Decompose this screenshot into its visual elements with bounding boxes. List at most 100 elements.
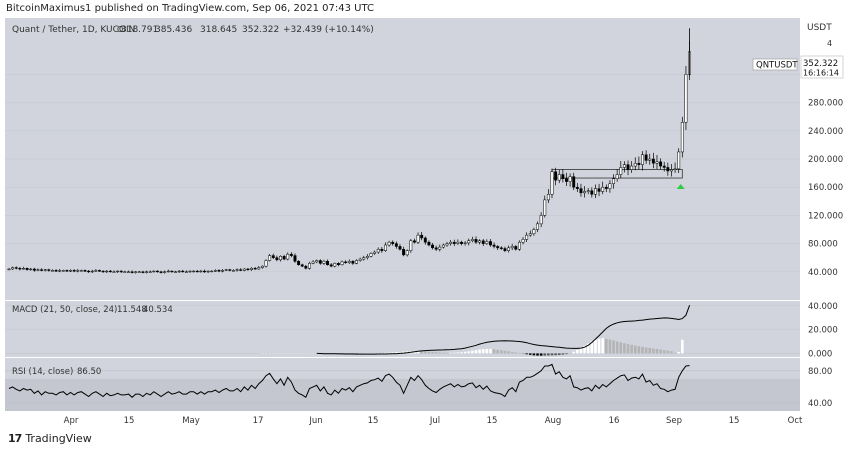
candle-body — [503, 248, 507, 251]
macd-panel-background — [5, 301, 800, 357]
candle-body — [297, 260, 301, 266]
macd-histogram-bar — [474, 350, 478, 354]
price-tick-label: 280.000 — [808, 99, 843, 109]
candle-body — [275, 257, 279, 261]
macd-histogram-bar — [456, 352, 460, 354]
footer-brand-label: TradingView — [25, 432, 92, 445]
x-tick-label: 15 — [368, 416, 379, 426]
axis-top-tick: 4 — [827, 39, 832, 48]
price-tick-label: 240.000 — [808, 127, 843, 137]
candle-body — [217, 270, 221, 272]
candle-body — [470, 239, 474, 242]
candle-body — [387, 241, 391, 246]
candle-body — [376, 248, 380, 253]
candle-body — [423, 237, 427, 243]
macd-histogram-bar — [565, 353, 568, 355]
footer-brand[interactable]: 17 TradingView — [8, 432, 92, 445]
trading-chart[interactable]: Quant / Tether, 1D, KUCOIN 318.791 385.4… — [5, 18, 845, 430]
candle-body — [670, 169, 673, 172]
candle-body — [32, 268, 36, 271]
candle-body — [101, 270, 105, 273]
candle-body — [641, 154, 644, 165]
chart-area[interactable]: Quant / Tether, 1D, KUCOIN 318.791 385.4… — [5, 18, 845, 430]
macd-histogram-bar — [507, 351, 510, 354]
candle-body — [568, 176, 572, 182]
x-tick-label: Apr — [64, 416, 79, 426]
candle-body — [184, 271, 188, 273]
price-tag-symbol: QNTUSDT — [756, 61, 798, 71]
time-x-axis[interactable]: Apr 15 May 17 Jun 15 Jul 15 Aug 16 Sep 15 Oct — [64, 416, 803, 426]
macd-histogram-bar — [550, 353, 554, 356]
macd-histogram-bar — [615, 341, 619, 354]
candle-body — [485, 241, 489, 244]
rsi-gridlines — [5, 370, 800, 404]
candle-body — [163, 271, 167, 273]
candle-body — [155, 270, 159, 273]
candle-body — [127, 271, 130, 273]
macd-histogram-bar — [605, 338, 608, 354]
candle-body — [365, 256, 369, 258]
candle-body — [590, 190, 594, 195]
candle-body — [601, 186, 605, 192]
macd-histogram-bar — [395, 352, 398, 354]
macd-histogram-bar — [554, 353, 557, 356]
candle-body — [134, 271, 138, 273]
candle-body — [177, 270, 181, 273]
candle-body — [308, 263, 311, 269]
candle-body — [583, 191, 587, 194]
candle-body — [336, 263, 340, 265]
candle-body — [651, 158, 655, 164]
macd-histogram-bar — [576, 349, 579, 354]
rsi-tick-label: 40.00 — [808, 399, 832, 409]
macd-histogram-bar — [478, 349, 481, 354]
candle-body — [213, 270, 217, 272]
candle-body — [347, 260, 351, 263]
candle-body — [409, 240, 413, 251]
candle-body — [54, 270, 58, 272]
candle-body — [579, 188, 583, 194]
macd-tick-label: 20.000 — [808, 326, 838, 336]
price-gridlines — [5, 74, 800, 273]
macd-panel[interactable]: MACD (21, 50, close, 24) 11.548 40.534 — [5, 301, 800, 357]
candle-body — [40, 269, 44, 271]
candle-body — [188, 270, 192, 273]
price-tag-value: 352.322 — [803, 59, 838, 69]
price-title: Quant / Tether, 1D, KUCOIN — [12, 25, 135, 35]
candle-body — [98, 270, 101, 272]
candle-body — [137, 271, 141, 273]
macd-histogram-bar — [637, 346, 641, 354]
macd-histogram-bar — [510, 351, 514, 354]
x-tick-label: Oct — [788, 416, 803, 426]
candle-body — [615, 174, 619, 179]
candle-body — [221, 270, 225, 272]
macd-histogram-bar — [594, 339, 597, 354]
candle-body — [36, 269, 40, 271]
candle-body — [264, 260, 268, 267]
candle-body — [492, 244, 496, 247]
candle-body — [293, 255, 297, 262]
macd-histogram-bar — [471, 350, 474, 354]
macd-tick-label: 0.000 — [808, 349, 832, 359]
macd-line — [316, 305, 691, 355]
macd-histogram-bar — [496, 349, 499, 354]
candle-body — [543, 199, 547, 216]
price-panel[interactable]: Quant / Tether, 1D, KUCOIN 318.791 385.4… — [5, 18, 800, 300]
candle-body — [572, 176, 576, 188]
rsi-panel[interactable]: RSI (14, close) 86.50 — [5, 358, 800, 411]
candle-body — [116, 270, 120, 273]
candle-body — [69, 270, 72, 272]
candle-body — [420, 234, 424, 239]
rsi-title: RSI (14, close) — [12, 367, 73, 377]
macd-histogram-bar — [608, 339, 612, 354]
candle-body — [58, 270, 62, 272]
macd-histogram-bar — [626, 344, 630, 354]
candle-body — [344, 261, 348, 263]
macd-histogram-bar — [612, 340, 615, 354]
macd-histogram-bar — [623, 343, 626, 354]
candle-body — [659, 161, 663, 167]
price-tick-label: 160.000 — [808, 183, 843, 193]
candle-body — [507, 247, 511, 251]
macd-histogram-bar — [463, 351, 467, 354]
candle-body — [358, 258, 362, 261]
candle-body — [521, 239, 525, 243]
